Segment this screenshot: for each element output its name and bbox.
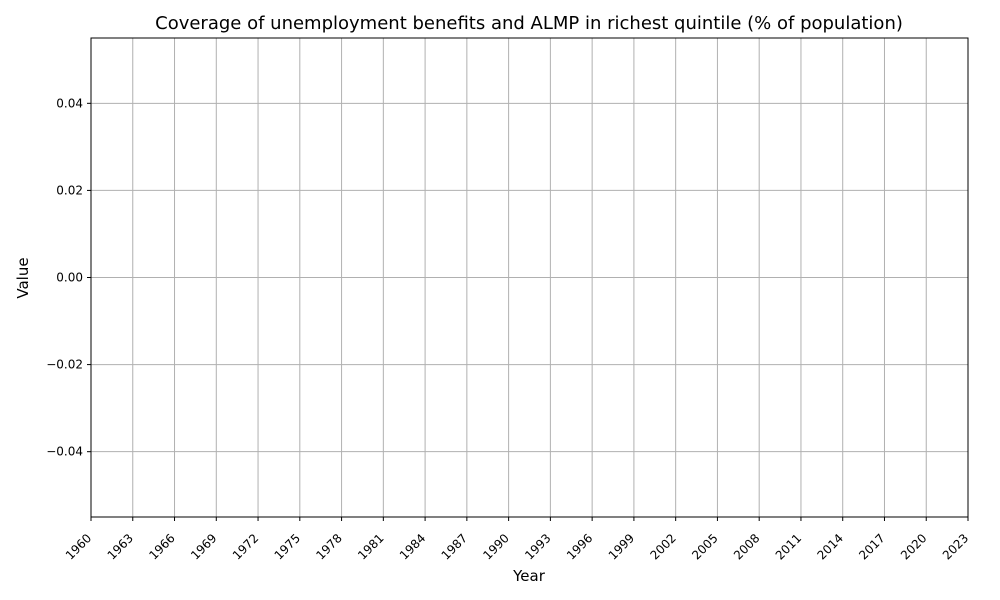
y-tick-label: 0.02 [56,183,83,197]
x-tick-label: 1984 [397,531,428,562]
x-tick-label: 1981 [355,531,386,562]
x-tick-label: 1975 [272,531,303,562]
x-tick-label: 1960 [63,531,94,562]
x-tick-label: 1963 [105,531,136,562]
x-tick-label: 1990 [480,531,511,562]
y-tick-label: −0.04 [46,445,83,459]
x-tick-label: 1999 [606,531,637,562]
y-tick-label: −0.02 [46,358,83,372]
x-tick-label: 2011 [773,531,804,562]
x-tick-label: 1996 [564,531,595,562]
x-tick-label: 1969 [188,531,219,562]
chart-title: Coverage of unemployment benefits and AL… [155,13,903,34]
x-tick-label: 2014 [815,531,846,562]
x-tick-label: 2023 [940,531,971,562]
x-tick-label: 2008 [731,531,762,562]
x-tick-label: 2020 [898,531,929,562]
x-tick-label: 2002 [647,531,678,562]
y-axis-label: Value [14,257,32,298]
x-tick-label: 1966 [146,531,177,562]
y-axis-ticks: −0.04 −0.02 0.00 0.02 0.04 [46,96,91,459]
y-tick-label: 0.04 [56,96,83,110]
x-axis-label: Year [512,567,546,585]
x-tick-label: 1978 [313,531,344,562]
x-tick-label: 1993 [522,531,553,562]
x-tick-label: 2005 [689,531,720,562]
x-tick-label: 2017 [856,531,887,562]
grid [90,38,969,517]
x-tick-label: 1972 [230,531,261,562]
x-tick-label: 1987 [439,531,470,562]
x-axis-ticks: 1960 1963 1966 1969 1972 1975 1978 1981 1984 1987… [63,517,971,563]
y-tick-label: 0.00 [56,271,83,285]
